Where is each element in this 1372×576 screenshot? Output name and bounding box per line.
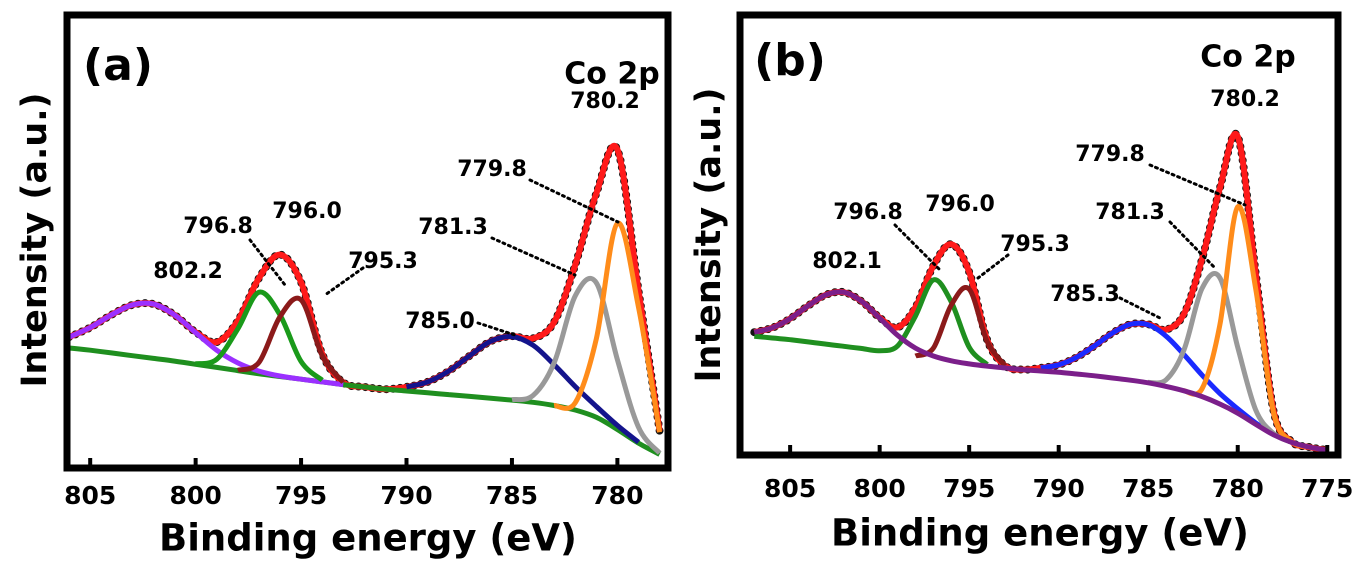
x-tick-label: 805 (64, 481, 116, 510)
fit-line (553, 220, 663, 433)
x-tick-label: 800 (170, 481, 222, 510)
peak-label: 779.8 (457, 157, 527, 182)
fit-line (754, 277, 989, 367)
peak-label: 785.3 (1050, 282, 1120, 307)
leader-line (1168, 220, 1217, 270)
plot-frame (736, 11, 1342, 459)
fit-line (753, 289, 1328, 453)
x-tick-label: 790 (1033, 474, 1085, 503)
x-axis-label: Binding energy (eV) (831, 512, 1249, 555)
peak-label: 781.3 (418, 215, 488, 240)
peak-label: 780.2 (570, 89, 640, 114)
fit-line (1147, 271, 1293, 445)
fit-line (914, 285, 1008, 368)
x-tick-label: 780 (591, 481, 643, 510)
plot-frame (63, 11, 672, 472)
peak-label: 796.8 (833, 200, 903, 225)
y-axis-label: Intensity (a.u.) (689, 87, 729, 382)
peak-label: 802.2 (153, 259, 223, 284)
x-tick-label: 795 (275, 481, 327, 510)
leader-line (1118, 296, 1162, 320)
x-axis-label: Binding energy (eV) (159, 517, 577, 560)
chart-title: Co 2p (564, 57, 659, 92)
plot-area (67, 142, 664, 457)
leader-line (476, 321, 517, 337)
fit-line (405, 333, 641, 445)
peak-label: 781.3 (1095, 200, 1165, 225)
leader-line (248, 238, 287, 287)
fit-line (236, 295, 346, 385)
peak-label: 779.8 (1075, 142, 1145, 167)
panel-label: (a) (83, 40, 153, 91)
x-tick-label: 785 (1122, 474, 1174, 503)
peak-label: 796.8 (183, 214, 253, 239)
leader-line (490, 236, 577, 277)
fit-line (195, 289, 324, 383)
peak-label: 796.0 (272, 199, 342, 224)
leader-line (893, 223, 942, 272)
x-tick-label: 780 (1212, 474, 1264, 503)
x-tick-label: 800 (854, 474, 906, 503)
fit-line (68, 300, 344, 388)
fit-line (68, 345, 661, 457)
leader-line (323, 266, 365, 297)
leader-line (1148, 163, 1247, 207)
fit-line (1040, 320, 1275, 437)
peak-label: 795.3 (1000, 232, 1070, 257)
peak-label: 785.0 (405, 309, 475, 334)
peak-label: 795.3 (348, 249, 418, 274)
x-tick-label: 775 (1301, 474, 1353, 503)
peak-label: 780.2 (1210, 87, 1280, 112)
fit-line (511, 275, 662, 455)
leader-line (528, 178, 620, 224)
peak-label: 796.0 (925, 192, 995, 217)
panel-label: (b) (754, 35, 826, 86)
x-tick-label: 785 (486, 481, 538, 510)
x-tick-label: 805 (764, 474, 816, 503)
y-axis-label: Intensity (a.u.) (15, 92, 55, 387)
plot-area (750, 129, 1332, 455)
x-tick-label: 795 (943, 474, 995, 503)
peak-label: 802.1 (812, 249, 882, 274)
chart-title: Co 2p (1200, 40, 1295, 75)
leader-line (976, 253, 1010, 280)
x-tick-label: 790 (380, 481, 432, 510)
